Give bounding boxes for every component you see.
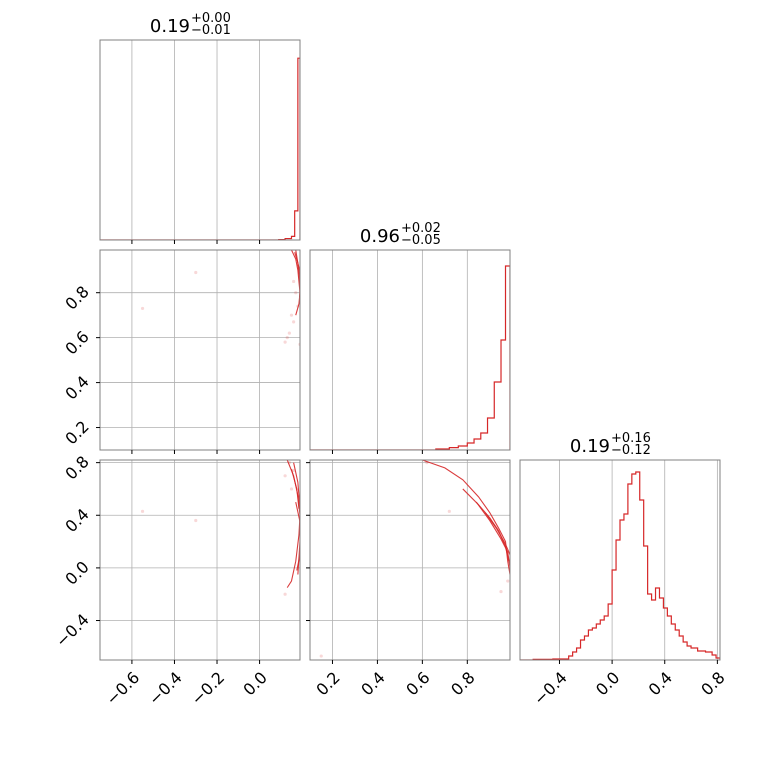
sample-point [287,331,291,335]
panel-frame [309,249,511,451]
y-tick-label: 0.4 [61,505,92,536]
panel-title-minus: −0.05 [401,233,441,248]
y-tick-label: 0.8 [61,452,92,483]
sample-point [447,509,451,513]
sample-point [283,340,287,344]
y-tick-label: 0.2 [61,417,92,448]
gridlines [559,460,718,660]
gridlines [310,460,510,660]
sample-point [140,306,145,311]
sample-point [292,279,296,284]
x-tick-label: −0.6 [102,668,143,709]
panel-frame [309,459,511,661]
x-tick-label: 0.0 [592,668,623,699]
sample-point [140,509,145,513]
panel-frame [99,39,301,241]
panel-frame [99,459,301,661]
contour-line [295,501,300,571]
panel-2-2: −0.4 0.0 0.4 0.8 0.19 +0.16−0.12 [519,431,729,709]
contour-line [293,462,300,575]
contour-line [475,501,510,568]
x-tick-label: −0.4 [145,668,186,709]
contour-line [484,512,510,555]
panel-2-1: 0.2 0.4 0.6 0.8 [306,459,511,699]
gridlines [100,460,300,660]
panel-title-plus: +0.00 [191,11,231,26]
panel-content [140,460,300,596]
contour-line [290,469,300,509]
panel-2-0: −0.6 −0.4 −0.2 0.0−0.40.00.40.8 [52,452,301,709]
panel-content [520,471,720,660]
contour-line [422,460,510,575]
contour-line [290,250,300,316]
x-tick-label: 0.2 [312,668,343,699]
y-tick-label: 0.0 [61,557,92,588]
panel-0-0: 0.19 +0.00−0.01 [99,11,301,244]
y-tick-label: 0.8 [61,282,92,313]
x-tick-label: 0.0 [239,668,270,699]
panel-title-median: 0.19 [570,436,610,457]
y-tick-label: 0.6 [61,327,92,358]
gridlines [131,40,260,240]
sample-point [289,487,294,491]
gridlines [332,250,468,450]
panel-frame [99,249,301,451]
panel-content [310,265,510,450]
sample-point [194,270,198,275]
panel-content [100,57,300,240]
panel-content [319,460,510,658]
panel-title-median: 0.19 [150,16,190,37]
x-tick-label: 0.4 [645,668,676,699]
x-tick-label: −0.4 [530,668,571,709]
sample-point [319,654,323,658]
sample-point [499,589,503,594]
x-tick-label: 0.8 [697,668,728,699]
sample-point [294,291,298,295]
sample-point [292,468,296,473]
histogram-2 [520,471,720,660]
panel-1-1: 0.96 +0.02−0.05 [309,221,511,454]
histogram-0 [100,57,300,240]
sample-point [283,592,287,596]
contour-line [462,488,510,562]
x-tick-label: 0.8 [447,668,478,699]
sample-point [292,320,296,324]
sample-point [506,579,510,583]
x-tick-label: −0.2 [187,668,228,709]
sample-point [289,313,294,317]
x-tick-label: 0.6 [402,668,433,699]
gridlines [100,250,300,450]
panel-title-median: 0.96 [360,226,400,247]
y-tick-label: −0.4 [52,610,93,651]
sample-point [194,518,198,523]
sample-point [283,474,287,478]
sample-point [285,336,289,340]
panel-title-minus: −0.01 [191,23,231,38]
panel-title-plus: +0.16 [611,431,651,446]
panel-content [140,250,300,346]
panel-1-0: 0.2 0.4 0.6 0.8 [61,249,301,454]
x-tick-label: 0.4 [357,668,388,699]
panel-title-plus: +0.02 [401,221,441,236]
histogram-1 [310,265,510,450]
panel-frame [519,459,721,661]
panel-title-minus: −0.12 [611,443,651,458]
y-tick-label: 0.4 [61,372,92,403]
